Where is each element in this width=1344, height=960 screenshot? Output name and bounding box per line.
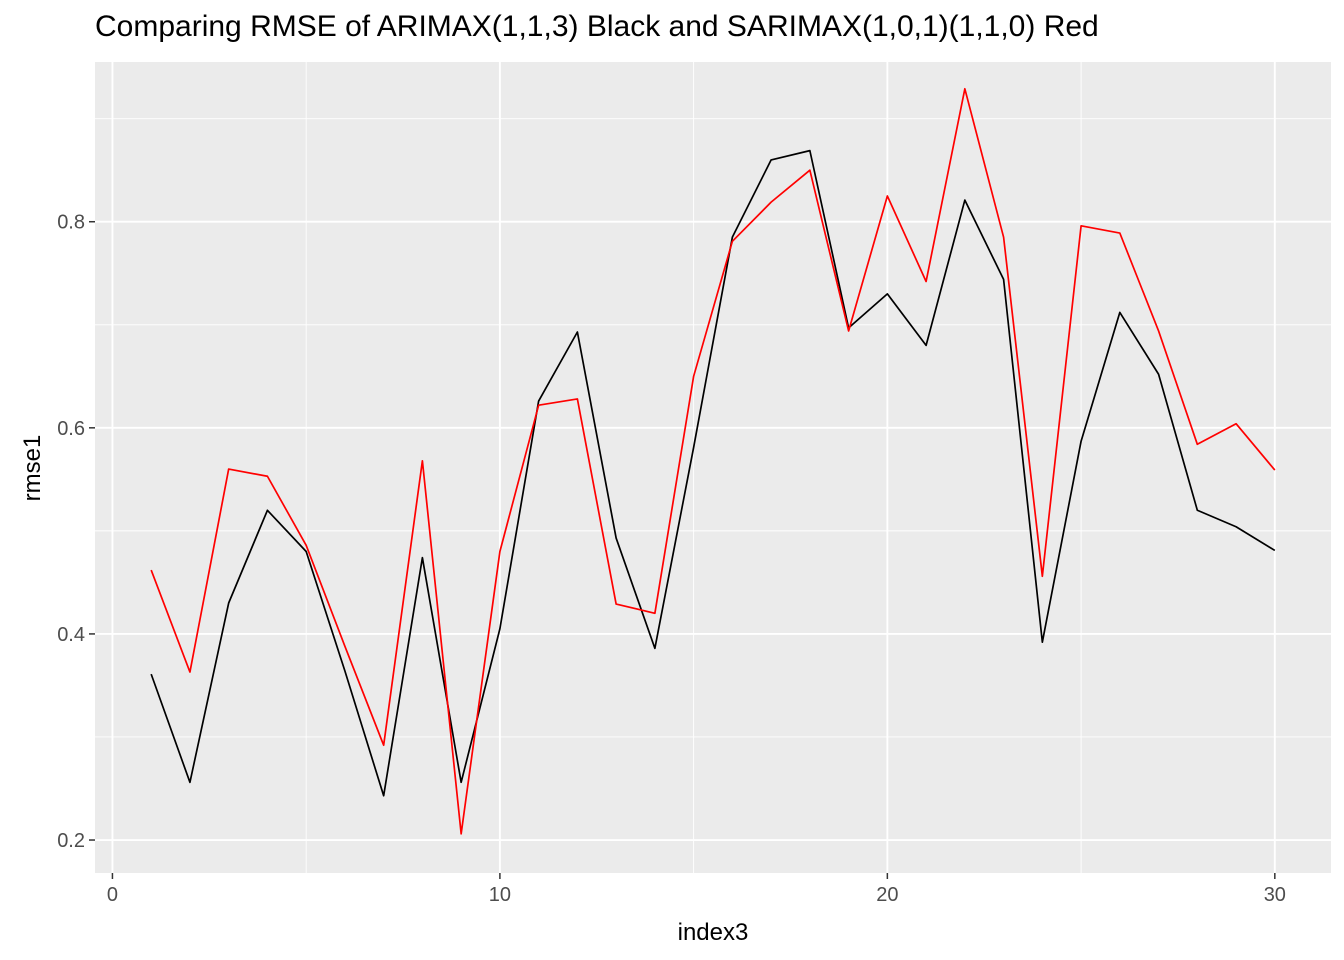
major-gridlines [95,62,1331,873]
x-tick-label: 0 [107,884,118,906]
series-line-2 [150,87,1276,835]
y-axis-title: rmse1 [19,435,46,502]
chart-title: Comparing RMSE of ARIMAX(1,1,3) Black an… [95,10,1099,43]
y-tick-label: 0.8 [57,212,85,234]
x-tick-label: 20 [876,884,898,906]
y-axis: 0.2 0.4 0.6 0.8 [57,212,95,852]
x-tick-label: 10 [489,884,511,906]
x-axis-title: index3 [678,919,749,946]
plot-panel [95,62,1331,873]
y-tick-label: 0.2 [57,830,85,852]
x-tick-label: 30 [1264,884,1286,906]
minor-gridlines [95,62,1331,873]
series-line-1 [150,149,1276,797]
x-axis: 0 10 20 30 [107,873,1286,906]
y-tick-label: 0.4 [57,624,85,646]
series-lines [150,87,1276,835]
y-tick-label: 0.6 [57,418,85,440]
